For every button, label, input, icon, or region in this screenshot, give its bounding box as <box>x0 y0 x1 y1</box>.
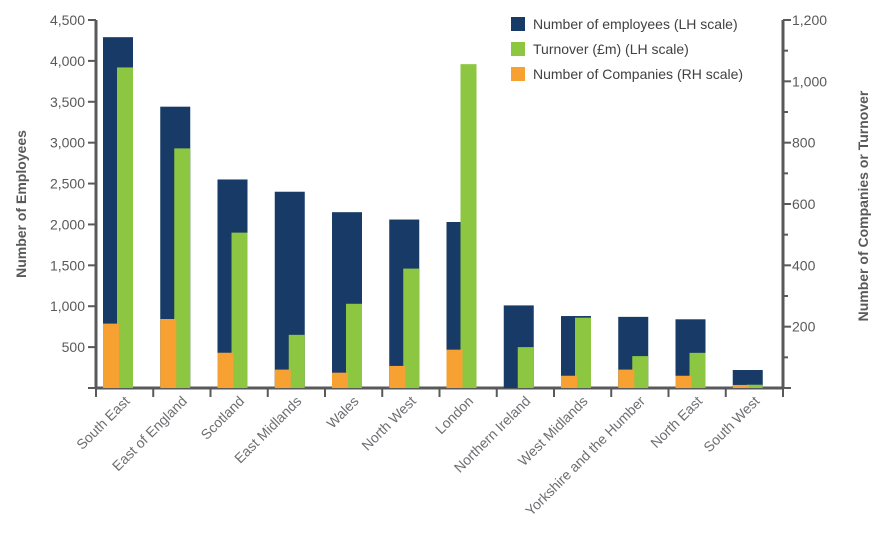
category-label: North East <box>647 393 705 451</box>
companies-bar <box>274 369 291 388</box>
turnover-bar <box>689 352 706 388</box>
right-tick-label: 1,200 <box>792 12 827 28</box>
companies-bar <box>160 319 177 388</box>
category-label: South East <box>73 393 133 453</box>
left-tick-label: 1,500 <box>50 257 85 273</box>
turnover-bar <box>117 67 133 388</box>
category-label: Yorkshire and the Humber <box>522 393 648 519</box>
companies-bar <box>446 349 463 388</box>
right-tick-label: 1,000 <box>792 73 827 89</box>
left-tick-label: 2,500 <box>50 176 85 192</box>
turnover-bar <box>403 268 420 388</box>
left-tick-label: 4,500 <box>50 12 85 28</box>
turnover-bar <box>460 64 477 388</box>
companies-bar <box>618 369 635 388</box>
legend-swatch <box>511 42 525 56</box>
category-label: London <box>432 393 476 437</box>
companies-bar <box>332 372 348 388</box>
right-tick-label: 800 <box>792 135 816 151</box>
turnover-bar <box>575 317 591 388</box>
turnover-bar <box>346 303 362 388</box>
category-label: South West <box>700 393 762 455</box>
right-tick-label: 600 <box>792 196 816 212</box>
turnover-bar <box>746 384 763 388</box>
legend-swatch <box>511 67 525 81</box>
right-tick-label: 200 <box>792 319 816 335</box>
category-label: Scotland <box>197 393 247 443</box>
y-axis-title: Number of Employees <box>13 130 29 278</box>
companies-bar <box>675 375 692 388</box>
companies-bar <box>103 323 119 388</box>
legend-label: Turnover (£m) (LH scale) <box>533 41 689 57</box>
left-tick-label: 3,500 <box>50 94 85 110</box>
turnover-bar <box>231 232 248 388</box>
companies-bar <box>217 352 234 388</box>
turnover-bar <box>174 148 191 388</box>
legend-label: Number of employees (LH scale) <box>533 16 738 32</box>
left-tick-label: 4,000 <box>50 53 85 69</box>
turnover-bar <box>288 334 305 388</box>
companies-bar <box>389 365 406 388</box>
turnover-bar <box>517 347 534 388</box>
legend-swatch <box>511 17 525 31</box>
left-tick-label: 500 <box>62 339 86 355</box>
legend-label: Number of Companies (RH scale) <box>533 66 743 82</box>
employees-bar <box>732 370 763 388</box>
left-tick-label: 3,000 <box>50 135 85 151</box>
category-label: North West <box>358 393 419 454</box>
turnover-bar <box>632 356 649 388</box>
category-label: Wales <box>323 393 361 431</box>
left-tick-label: 2,000 <box>50 216 85 232</box>
y2-axis-title: Number of Companies or Turnover <box>855 90 871 321</box>
companies-bar <box>732 384 749 388</box>
right-tick-label: 400 <box>792 257 816 273</box>
companies-bar <box>561 375 577 388</box>
left-tick-label: 1,000 <box>50 298 85 314</box>
